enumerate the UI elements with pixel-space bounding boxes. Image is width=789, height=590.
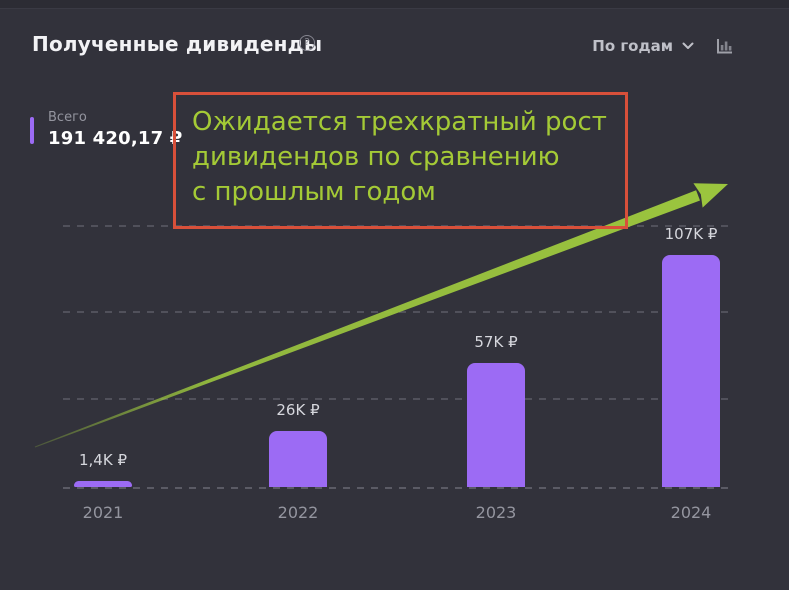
- bar-2024[interactable]: [662, 255, 720, 487]
- period-dropdown[interactable]: По годам: [592, 37, 694, 55]
- total-accent-bar: [30, 117, 34, 144]
- page-title: Полученные дивиденды: [32, 32, 323, 56]
- bar-2022[interactable]: [269, 431, 327, 487]
- bar-value-label: 1,4K ₽: [78, 451, 127, 469]
- annotation-text-line: дивидендов по сравнению: [192, 142, 560, 172]
- period-dropdown-label: По годам: [592, 37, 673, 55]
- gridline: [63, 311, 728, 313]
- header-controls: По годам: [592, 36, 734, 56]
- bar-chart-view-icon[interactable]: [714, 36, 734, 56]
- x-axis-tick-label: 2022: [277, 503, 319, 522]
- gridline: [63, 398, 728, 400]
- x-axis-baseline: [63, 487, 728, 489]
- annotation-text-line: с прошлым годом: [192, 177, 436, 207]
- bar-2021[interactable]: [74, 481, 132, 487]
- x-axis-tick-label: 2021: [82, 503, 124, 522]
- annotation-box: Ожидается трехкратный рост дивидендов по…: [173, 92, 628, 229]
- bar-value-label: 107K ₽: [664, 225, 718, 243]
- x-axis-tick-label: 2024: [670, 503, 712, 522]
- x-axis-tick-label: 2023: [475, 503, 517, 522]
- total-label: Всего: [48, 110, 87, 125]
- bar-2023[interactable]: [467, 363, 525, 487]
- bar-value-label: 57K ₽: [474, 333, 518, 351]
- chevron-down-icon: [682, 42, 694, 50]
- bar-value-label: 26K ₽: [276, 401, 320, 419]
- annotation-text-line: Ожидается трехкратный рост: [192, 107, 607, 137]
- total-value: 191 420,17 ₽: [48, 128, 183, 149]
- window-top-strip: [0, 0, 789, 9]
- help-icon[interactable]: ?: [299, 35, 315, 51]
